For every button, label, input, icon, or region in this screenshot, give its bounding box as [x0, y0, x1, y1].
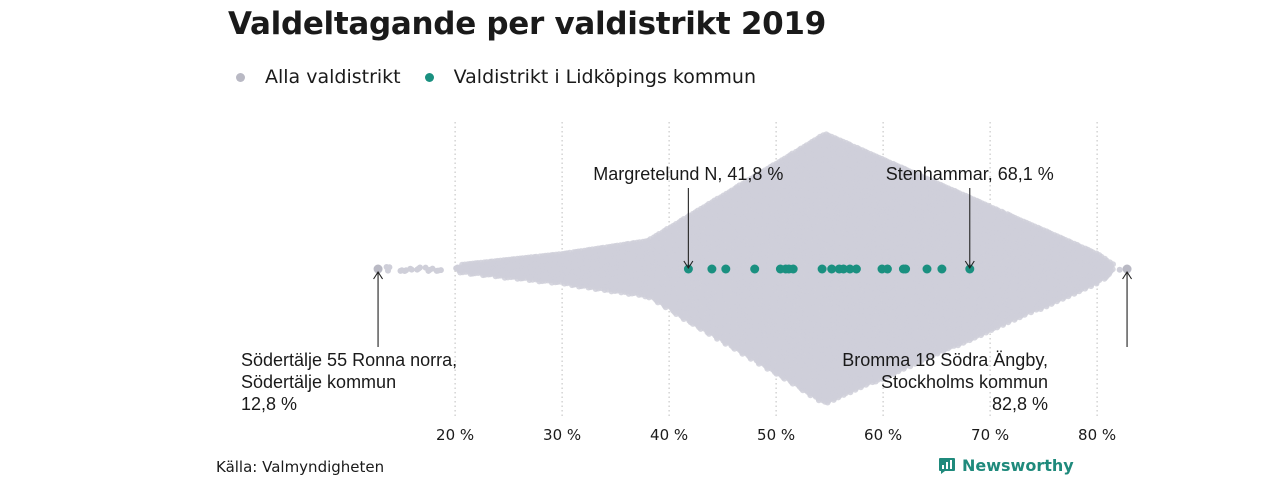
district-point: [409, 267, 415, 273]
district-point: [386, 264, 392, 270]
district-point: [438, 267, 444, 273]
district-point: [417, 265, 423, 271]
